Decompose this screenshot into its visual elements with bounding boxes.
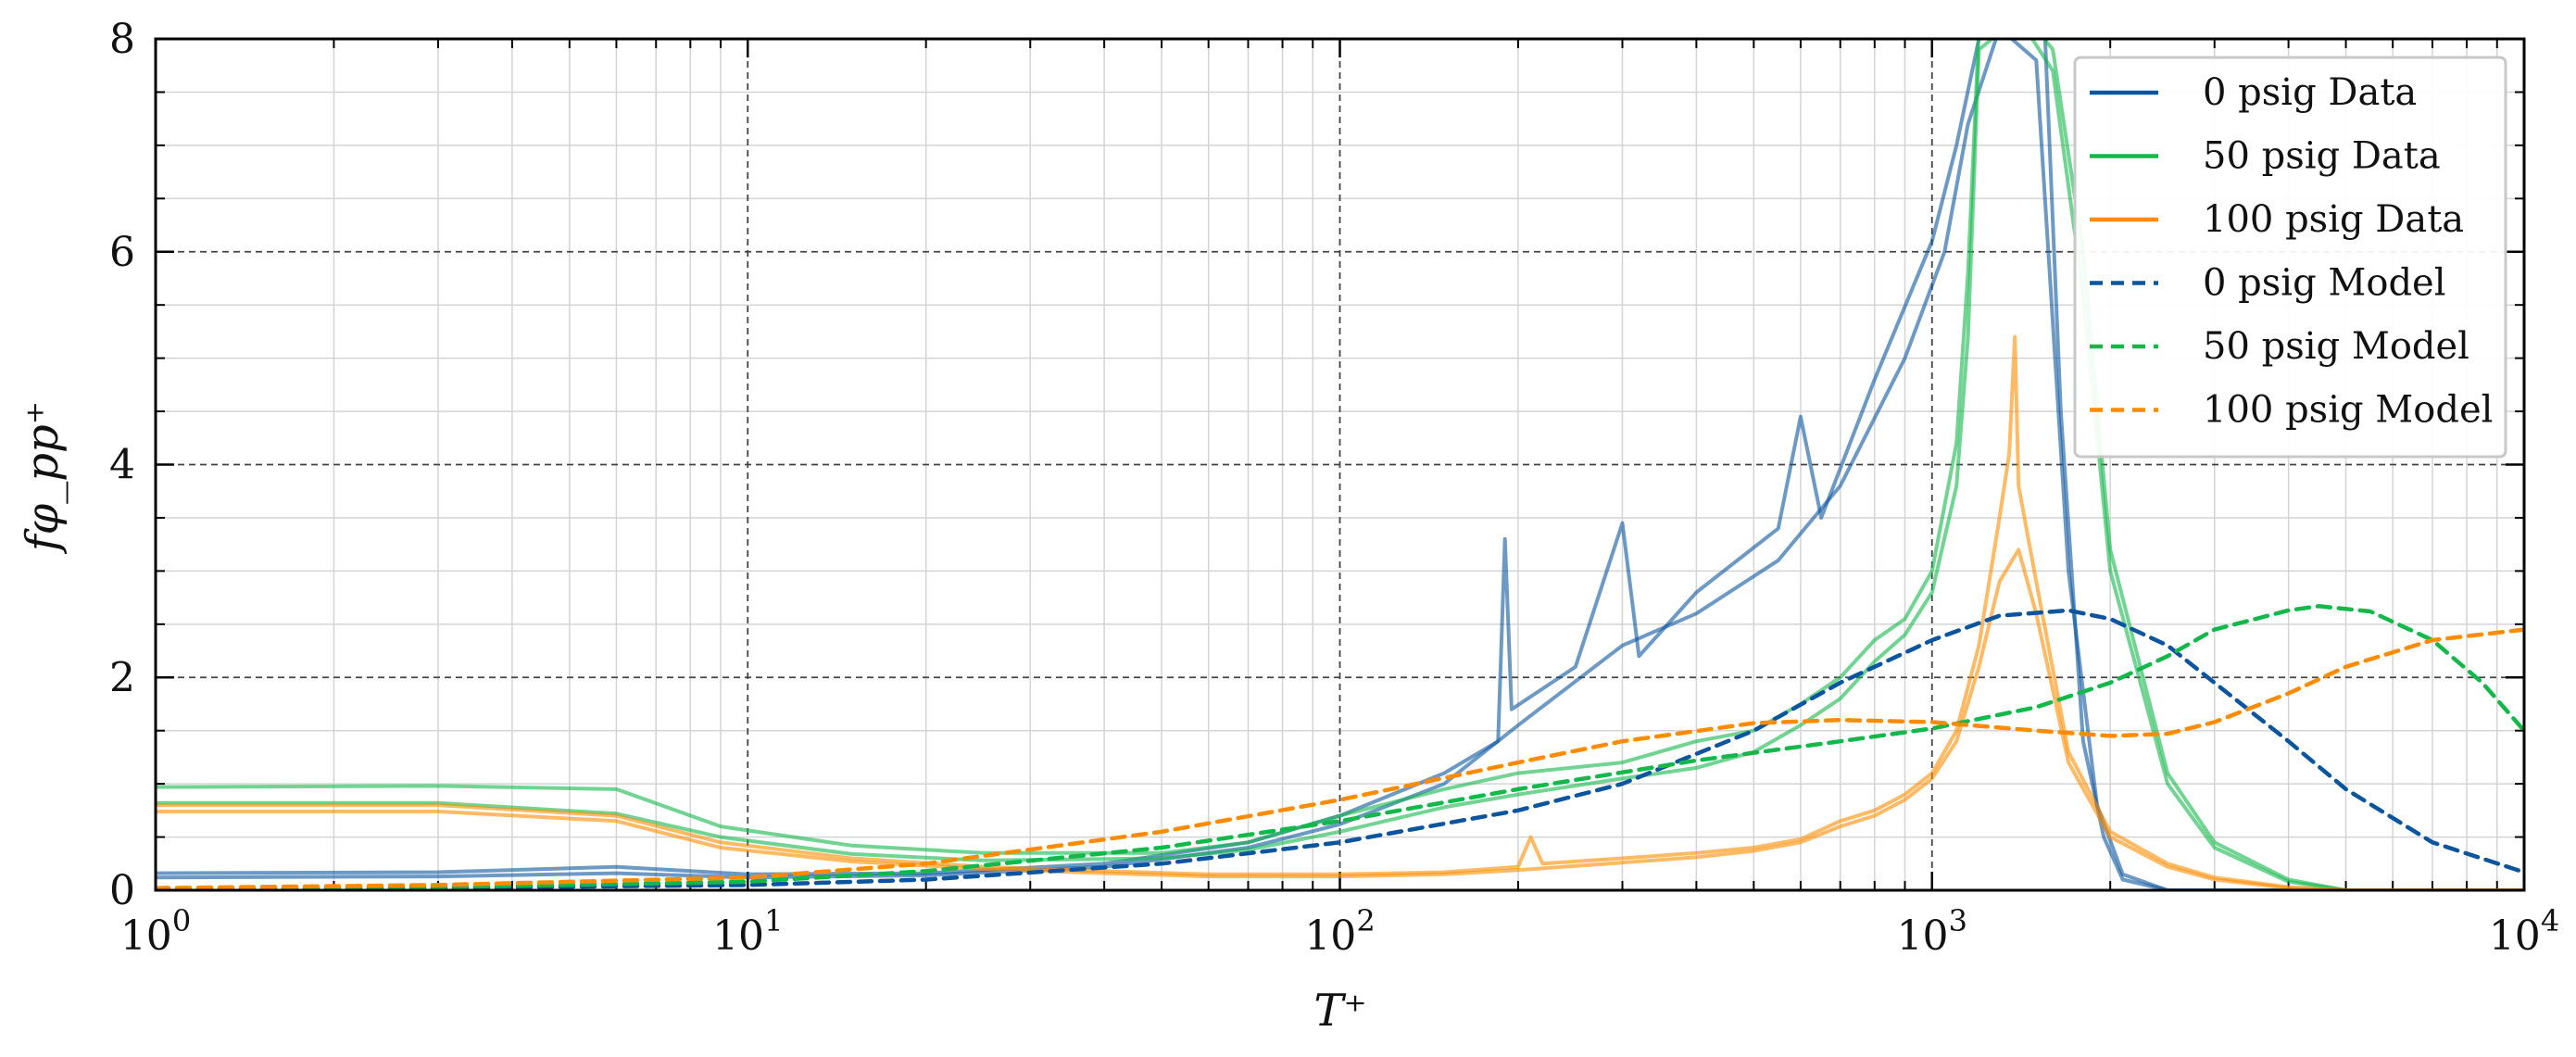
y-tick-label: 2 (109, 654, 135, 701)
legend-label-0-psig-data: 0 psig Data (2203, 71, 2417, 114)
x-tick-label: 104 (2489, 903, 2559, 960)
series-line-100-psig-data-repeat (156, 547, 2524, 890)
series-line-100-psig-model (156, 627, 2524, 890)
series-line-50-psig-model (156, 604, 2524, 890)
x-tick-label: 103 (1897, 903, 1967, 960)
plot-frame (154, 37, 2526, 892)
y-axis-label: fφ_pp⁺ (17, 401, 69, 554)
series-line-50-psig-data (156, 39, 2524, 890)
legend: 0 psig Data 50 psig Data 100 psig Data 0 ps… (2073, 56, 2507, 459)
series-line-0-psig-model (156, 608, 2524, 890)
legend-label-100-psig-model: 100 psig Model (2203, 389, 2493, 432)
series-line-50-psig-data-repeat (156, 39, 2524, 890)
y-tick-label: 0 (109, 867, 135, 914)
legend-label-50-psig-data: 50 psig Data (2203, 135, 2441, 178)
x-tick-label: 101 (712, 903, 783, 960)
y-tick-label: 8 (109, 16, 135, 63)
x-axis-label: T⁺ (1313, 985, 1366, 1037)
y-tick-labels: 0 2 4 6 8 (109, 16, 135, 914)
legend-label-0-psig-model: 0 psig Model (2203, 262, 2446, 305)
legend-label-50-psig-model: 50 psig Model (2203, 325, 2469, 368)
x-tick-label: 102 (1304, 903, 1375, 960)
x-tick-labels: 100 101 102 103 104 (120, 903, 2559, 960)
legend-label-100-psig-data: 100 psig Data (2203, 198, 2464, 241)
y-tick-label: 6 (109, 229, 135, 276)
series-line-0-psig-data (156, 39, 2524, 890)
series-layer (156, 39, 2524, 890)
legend-box (2073, 56, 2507, 459)
x-tick-label: 100 (120, 903, 191, 960)
y-tick-label: 4 (109, 442, 135, 489)
